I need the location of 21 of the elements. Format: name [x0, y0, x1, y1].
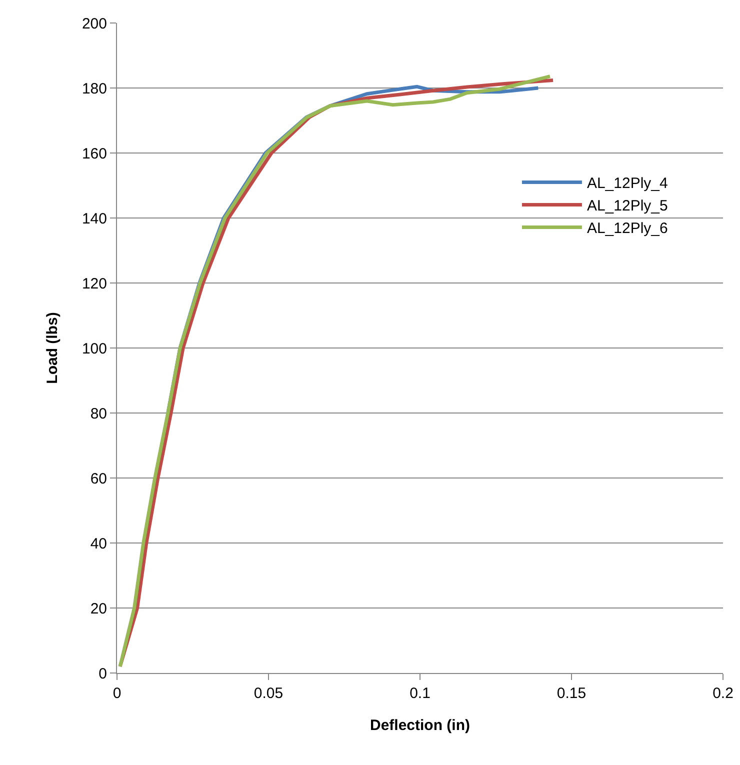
x-tick-label: 0.2	[712, 685, 734, 702]
x-axis-title: Deflection (in)	[370, 717, 470, 734]
y-tick-label: 200	[82, 15, 107, 32]
y-tick-label: 100	[82, 340, 107, 358]
x-tick-label: 0	[112, 685, 122, 702]
y-tick-label: 40	[90, 535, 107, 552]
y-tick-label: 20	[90, 600, 107, 618]
legend-label: AL_12Ply_4	[586, 175, 668, 192]
y-tick-label: 120	[82, 275, 107, 292]
x-tick-label: 0.15	[556, 685, 586, 702]
y-tick-label: 140	[82, 210, 107, 228]
y-tick-label: 60	[90, 470, 107, 488]
y-tick-label: 160	[82, 145, 107, 162]
y-axis-title: Load (lbs)	[44, 312, 62, 384]
y-tick-label: 180	[82, 80, 107, 98]
x-tick-label: 0.1	[410, 685, 430, 702]
y-tick-label: 80	[90, 405, 107, 422]
legend-label: AL_12Ply_5	[586, 198, 668, 215]
y-tick-label: 0	[98, 665, 107, 682]
x-tick-label: 0.05	[254, 685, 284, 702]
legend-label: AL_12Ply_6	[586, 220, 668, 238]
